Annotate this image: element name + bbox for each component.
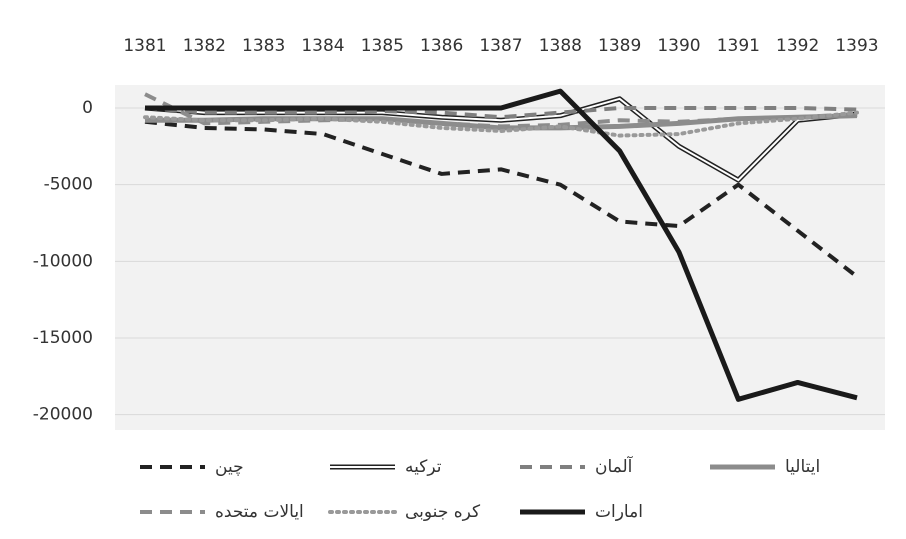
legend-label: آلمان bbox=[595, 455, 634, 477]
legend-label: ایالات متحده bbox=[215, 502, 304, 522]
x-tick-label: 1390 bbox=[657, 36, 700, 56]
y-tick-label: 0 bbox=[82, 98, 93, 118]
chart: 0 -5000 -10000 -15000 -20000 1381 1382 1383 1384… bbox=[0, 0, 906, 539]
legend-label: چین bbox=[215, 457, 244, 477]
y-tick-label: -10000 bbox=[33, 251, 93, 271]
x-tick-label: 1385 bbox=[361, 36, 404, 56]
legend-label: کره جنوبی bbox=[405, 502, 481, 522]
x-tick-label: 1383 bbox=[242, 36, 285, 56]
x-tick-label: 1386 bbox=[420, 36, 463, 56]
plot-area bbox=[115, 85, 885, 430]
x-tick-label: 1381 bbox=[123, 36, 166, 56]
x-tick-label: 1388 bbox=[539, 36, 582, 56]
legend-label: امارات bbox=[595, 502, 643, 522]
x-tick-label: 1384 bbox=[301, 36, 344, 56]
legend-label: ترکیه bbox=[405, 457, 442, 477]
legend-label: ایتالیا bbox=[785, 457, 820, 477]
x-tick-label: 1387 bbox=[479, 36, 522, 56]
y-tick-label: -15000 bbox=[33, 328, 93, 348]
x-tick-label: 1382 bbox=[183, 36, 226, 56]
x-tick-label: 1391 bbox=[717, 36, 760, 56]
x-tick-label: 1393 bbox=[835, 36, 878, 56]
y-tick-label: -20000 bbox=[33, 405, 93, 425]
x-tick-label: 1392 bbox=[776, 36, 819, 56]
y-tick-label: -5000 bbox=[44, 175, 93, 195]
x-tick-label: 1389 bbox=[598, 36, 641, 56]
